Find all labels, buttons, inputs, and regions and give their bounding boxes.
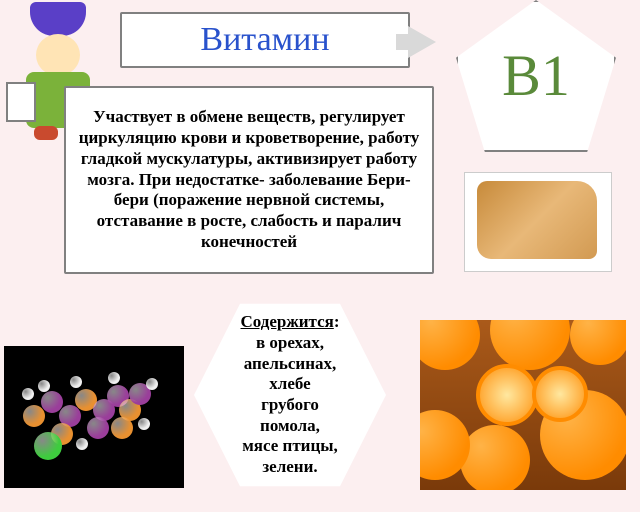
contains-line: зелени. <box>262 457 317 478</box>
molecule-image <box>4 346 184 488</box>
contains-header: Содержится <box>241 312 334 331</box>
char-shoe-left <box>34 126 58 140</box>
atom <box>23 405 45 427</box>
atom <box>34 432 62 460</box>
contains-hexagon-wrap: Содержится: в орехах, апельсинах, хлебе … <box>190 300 390 490</box>
orange <box>490 320 570 370</box>
arrow-head <box>408 26 436 58</box>
orange <box>420 320 480 370</box>
contains-colon: : <box>334 312 340 331</box>
char-hat <box>30 2 86 36</box>
orange-half <box>476 364 538 426</box>
atom <box>146 378 158 390</box>
title-text: Витамин <box>200 21 329 59</box>
char-book <box>6 82 36 122</box>
contains-line: апельсинах, <box>244 354 337 375</box>
orange <box>460 425 530 490</box>
atom <box>138 418 150 430</box>
contains-line: мясе птицы, <box>242 436 338 457</box>
atom <box>87 417 109 439</box>
contains-line: в орехах, <box>256 333 324 354</box>
vitamin-pentagon: В1 <box>456 0 616 152</box>
atom <box>38 380 50 392</box>
description-text: Участвует в обмене веществ, регулирует ц… <box>78 107 420 252</box>
atom <box>108 372 120 384</box>
atom <box>22 388 34 400</box>
atom <box>70 376 82 388</box>
orange <box>570 320 626 365</box>
contains-line: помола, <box>260 416 320 437</box>
vitamin-label: В1 <box>502 48 570 103</box>
contains-hexagon: Содержится: в орехах, апельсинах, хлебе … <box>190 300 390 490</box>
atom <box>76 438 88 450</box>
char-face <box>36 34 80 76</box>
contains-line: грубого <box>261 395 319 416</box>
contains-line: хлебе <box>269 374 310 395</box>
contains-header-line: Содержится: <box>241 312 340 333</box>
orange-half <box>532 366 588 422</box>
bread-image <box>464 172 612 272</box>
description-box: Участвует в обмене веществ, регулирует ц… <box>64 86 434 274</box>
title-box: Витамин <box>120 12 410 68</box>
oranges-image <box>420 320 626 490</box>
atom <box>111 417 133 439</box>
